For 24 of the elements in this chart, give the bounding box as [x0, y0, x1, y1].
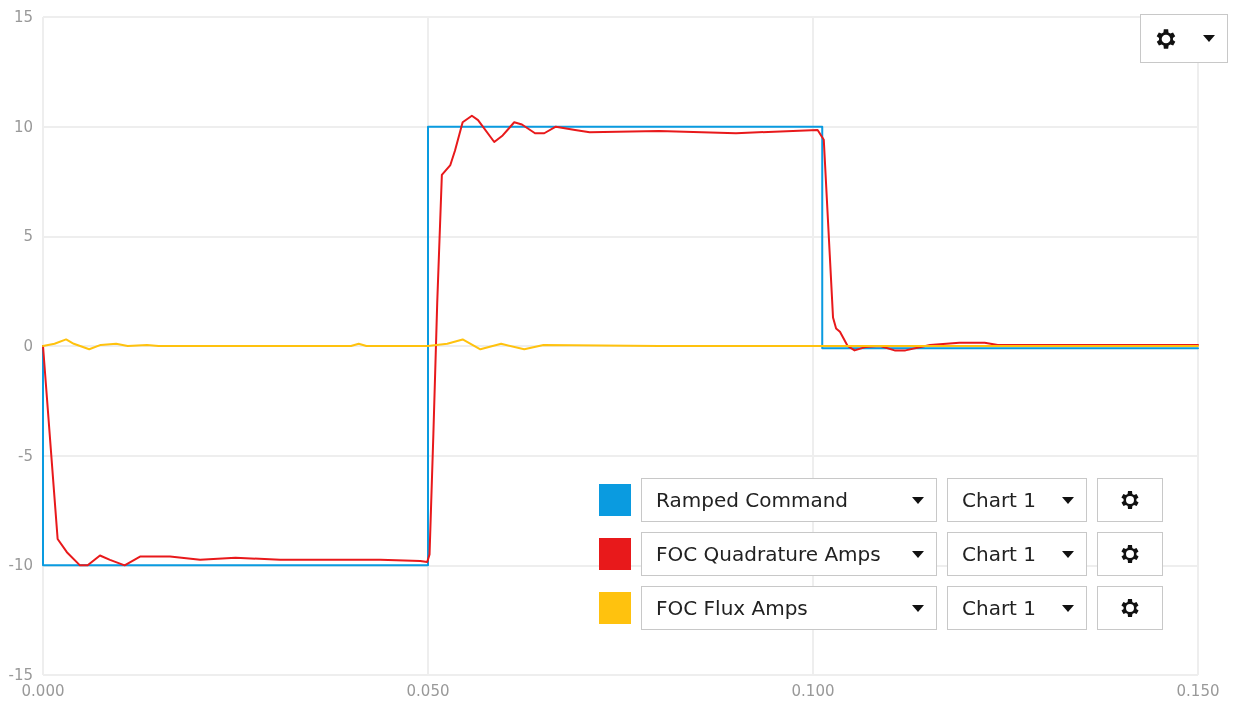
legend-label: FOC Quadrature Amps — [656, 542, 881, 566]
dropdown-field: Chart 1 — [947, 478, 1087, 522]
x-tick-label: 0.000 — [21, 681, 65, 700]
y-tick-label: 10 — [13, 117, 33, 136]
annotation: Chart 1 — [962, 488, 1037, 512]
y-tick-label: 0 — [23, 337, 33, 355]
annotation: Chart 1 — [962, 542, 1037, 566]
dropdown-field: Ramped Command — [641, 478, 937, 522]
line-series — [42, 338, 1199, 351]
y-tick-label: 5 — [23, 227, 33, 246]
y-tick-label: -5 — [18, 446, 33, 465]
legend-label: Ramped Command — [656, 488, 849, 512]
y-tick-label: 15 — [13, 8, 33, 26]
x-tick-label: 0.100 — [791, 681, 835, 700]
dropdown-field: FOC Flux Amps — [641, 586, 937, 630]
x-tick-label: 0.150 — [1176, 681, 1220, 700]
annotation: Chart 1 — [962, 596, 1037, 620]
y-tick-label: -10 — [8, 556, 33, 575]
dropdown-field: Chart 1 — [947, 586, 1087, 630]
dropdown-field: Chart 1 — [947, 532, 1087, 576]
x-tick-label: 0.050 — [406, 681, 450, 700]
legend-label: FOC Flux Amps — [656, 596, 808, 620]
y-tick-label: -15 — [8, 666, 33, 684]
dropdown-field: FOC Quadrature Amps — [641, 532, 937, 576]
